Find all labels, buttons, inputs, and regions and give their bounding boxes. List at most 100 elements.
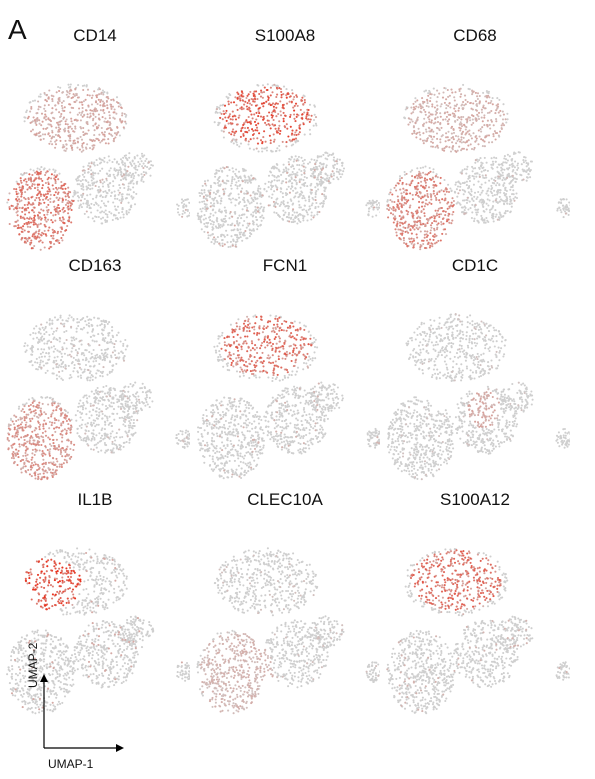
cell-point: [226, 174, 229, 177]
cell-point: [127, 187, 130, 190]
cell-point: [58, 375, 61, 378]
cell-point: [365, 204, 368, 207]
cell-point: [414, 100, 417, 103]
cell-point: [292, 208, 295, 211]
cell-point: [204, 225, 207, 228]
cell-point: [396, 204, 399, 207]
cell-point: [269, 142, 272, 145]
cell-point: [92, 117, 95, 120]
cell-point: [96, 353, 99, 356]
cell-point: [447, 139, 450, 142]
cell-point: [54, 208, 57, 211]
cell-point: [146, 166, 149, 169]
cell-point: [297, 214, 300, 217]
cell-point: [16, 195, 19, 198]
cell-point: [415, 105, 418, 108]
cell-point: [393, 186, 396, 189]
cell-point: [401, 232, 404, 235]
cell-point: [315, 166, 318, 169]
cell-point: [76, 354, 79, 357]
cell-point: [316, 155, 319, 158]
cell-point: [332, 172, 336, 175]
cell-point: [27, 177, 30, 180]
cell-point: [309, 118, 312, 121]
cell-point: [106, 172, 109, 176]
cell-point: [419, 221, 422, 224]
cell-point: [186, 208, 189, 211]
cell-point: [285, 216, 288, 219]
cell-point: [301, 191, 304, 194]
cell-point: [81, 110, 84, 113]
cell-point: [128, 437, 131, 440]
cell-point: [78, 183, 81, 186]
cell-point: [108, 210, 111, 213]
cell-point: [495, 118, 498, 121]
cell-point: [20, 195, 23, 198]
cell-point: [54, 180, 57, 183]
cell-point: [271, 102, 275, 105]
cell-point: [40, 336, 43, 339]
cell-point: [413, 224, 416, 227]
cell-point: [443, 228, 447, 231]
cell-point: [32, 203, 35, 206]
cell-point: [243, 174, 246, 177]
cell-point: [223, 104, 227, 107]
cell-point: [249, 122, 252, 125]
cell-point: [441, 96, 445, 99]
cell-point: [447, 214, 450, 217]
cell-point: [100, 332, 103, 335]
cell-point: [64, 198, 67, 201]
cell-point: [42, 127, 45, 130]
cell-point: [82, 396, 85, 399]
cell-point: [43, 107, 46, 110]
cell-point: [99, 181, 102, 184]
cell-point: [68, 314, 71, 317]
cell-point: [80, 187, 83, 190]
cell-point: [470, 137, 473, 140]
cell-point: [43, 342, 46, 345]
cell-point: [261, 214, 264, 217]
cell-point: [231, 118, 234, 121]
cell-point: [304, 181, 307, 184]
cell-point: [177, 432, 180, 436]
cell-point: [270, 196, 273, 199]
cell-point: [491, 205, 495, 208]
cell-point: [463, 205, 466, 208]
cell-point: [139, 407, 143, 410]
cell-point: [278, 87, 281, 90]
cell-point: [144, 171, 147, 174]
cell-point: [439, 115, 442, 118]
cell-point: [423, 179, 426, 182]
cell-point: [402, 239, 405, 242]
cell-point: [215, 169, 218, 172]
cell-point: [82, 202, 85, 205]
cell-point: [21, 216, 24, 219]
cell-point: [495, 132, 499, 135]
cell-point: [91, 330, 94, 333]
cell-point: [292, 167, 296, 170]
cell-point: [469, 119, 472, 122]
cell-point: [434, 117, 437, 121]
cell-point: [400, 203, 403, 206]
cell-point: [106, 342, 109, 345]
cell-point: [95, 434, 98, 437]
cell-point: [87, 430, 90, 433]
cell-point: [209, 189, 212, 192]
cell-point: [234, 96, 237, 99]
cell-point: [244, 176, 247, 179]
cell-point: [67, 212, 70, 215]
cell-point: [241, 239, 244, 242]
cell-point: [108, 321, 111, 324]
cell-point: [460, 93, 463, 96]
cell-point: [67, 205, 70, 208]
cell-point: [213, 236, 216, 239]
cell-point: [105, 177, 108, 180]
cell-point: [446, 111, 449, 114]
cell-point: [407, 223, 411, 226]
cell-point: [120, 121, 123, 124]
cell-point: [321, 177, 324, 180]
cell-point: [487, 220, 490, 224]
cell-point: [92, 146, 95, 149]
cell-point: [34, 235, 37, 238]
cell-point: [222, 130, 225, 133]
